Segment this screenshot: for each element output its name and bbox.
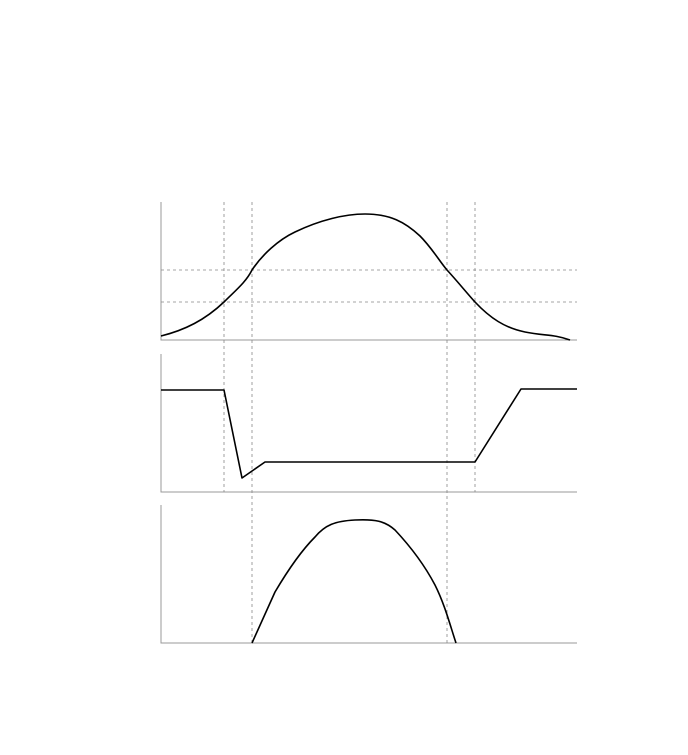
panel-1-axes <box>160 202 577 341</box>
panel-3-axes <box>160 505 577 644</box>
panel-2-axes <box>160 354 577 493</box>
curve-2 <box>161 388 577 479</box>
curve-1 <box>160 213 571 341</box>
curve-3 <box>251 518 457 644</box>
